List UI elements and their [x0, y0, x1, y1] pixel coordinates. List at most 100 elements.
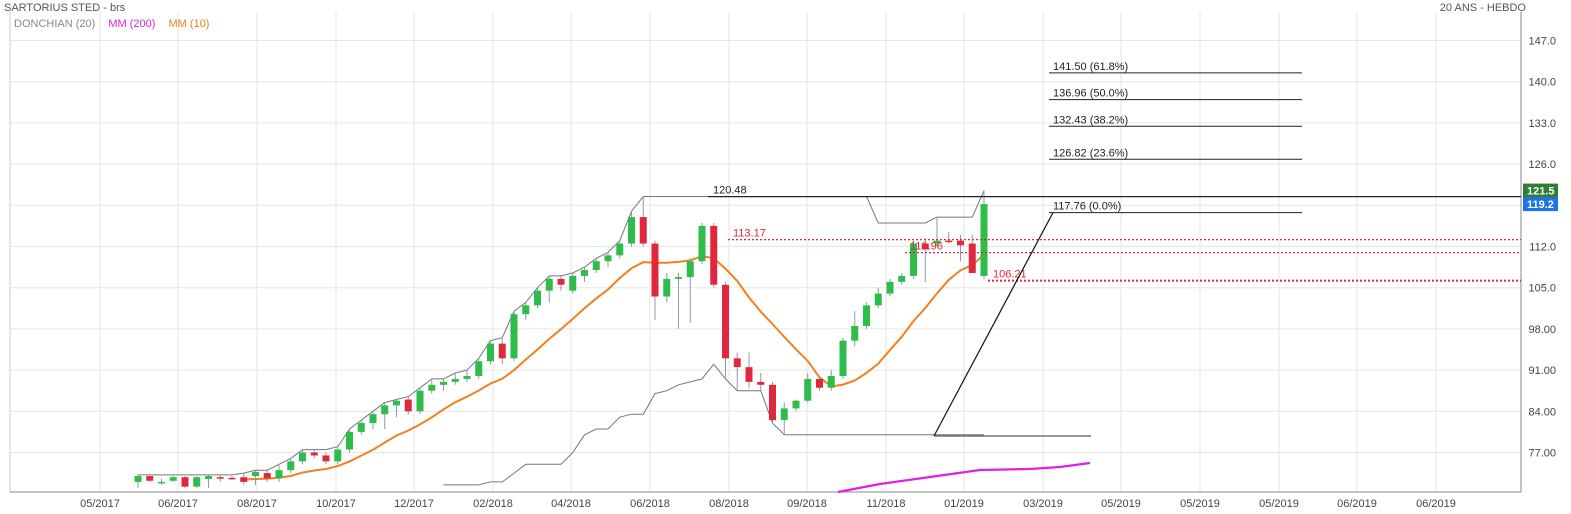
fibonacci-label: 141.50 (61.8%): [1053, 61, 1128, 73]
candle-body: [628, 217, 635, 244]
candle-body: [416, 390, 424, 412]
candle-body: [616, 243, 624, 256]
fibonacci-label: 132.43 (38.2%): [1053, 114, 1128, 126]
candle-body: [357, 423, 365, 432]
candle-body: [287, 461, 295, 471]
candle-body: [604, 255, 612, 262]
candle-body: [275, 470, 283, 479]
candle-body: [698, 225, 706, 262]
candle-body: [745, 367, 753, 382]
y-tick-label: 147.0: [1528, 36, 1556, 48]
candle-body: [451, 378, 459, 382]
candle-body: [134, 476, 142, 482]
candle-body: [898, 275, 906, 282]
mm10-line: [243, 254, 985, 481]
y-tick-label: 105.0: [1528, 283, 1556, 295]
candle-body: [440, 381, 447, 385]
x-tick-label: 05/2019: [1101, 498, 1141, 510]
x-tick-label: 05/2019: [1259, 498, 1299, 510]
candle-body: [780, 408, 788, 421]
candle-body: [663, 278, 671, 297]
candle-body: [957, 240, 964, 246]
candle-body: [381, 405, 389, 415]
chart-title: SARTORIUS STED - brs: [4, 2, 126, 14]
candle-body: [263, 473, 271, 479]
fibonacci-label: 117.76 (0.0%): [1053, 201, 1121, 213]
candle-body: [569, 275, 577, 291]
price-tag: [1523, 183, 1558, 198]
y-tick-label: 133.0: [1528, 118, 1556, 130]
candle-body: [346, 431, 353, 450]
y-tick-label: 140.0: [1528, 77, 1556, 89]
candle-body: [428, 384, 436, 391]
x-tick-label: 06/2018: [630, 498, 670, 510]
candle-body: [886, 281, 894, 294]
candle-body: [252, 471, 259, 477]
candle-body: [322, 455, 330, 462]
candle-body: [240, 477, 248, 482]
legend-mm200[interactable]: MM (200): [108, 18, 156, 30]
price-tag: [1523, 197, 1558, 212]
candle-body: [404, 399, 412, 412]
x-tick-label: 04/2018: [551, 498, 591, 510]
chart-period: 20 ANS - HEBDO: [1439, 2, 1526, 14]
candle-body: [299, 452, 306, 462]
candle-body: [933, 240, 941, 244]
x-tick-label: 11/2018: [867, 498, 906, 510]
candle-body: [205, 476, 212, 479]
candle-body: [169, 477, 177, 481]
candle-body: [310, 452, 318, 456]
x-tick-label: 05/2019: [1180, 498, 1220, 510]
price-tag-label: 121.5: [1527, 186, 1555, 198]
candle-body: [228, 477, 236, 480]
candle-body: [675, 277, 682, 279]
candle-body: [487, 343, 494, 362]
candle-body: [863, 305, 870, 326]
candle-body: [874, 293, 882, 306]
candle-body: [651, 243, 659, 297]
x-tick-label: 06/2019: [1416, 498, 1456, 510]
candle-body: [722, 284, 729, 359]
candle-body: [534, 290, 541, 306]
candle-body: [557, 278, 565, 285]
legend-donchian[interactable]: DONCHIAN (20): [14, 18, 96, 30]
candle-body: [757, 381, 765, 385]
x-tick-label: 01/2019: [944, 498, 984, 510]
x-tick-label: 05/2017: [80, 498, 120, 510]
candle-body: [510, 314, 518, 359]
candle-body: [686, 261, 694, 278]
x-tick-label: 02/2018: [473, 498, 513, 510]
level-label: 110.96: [910, 241, 943, 253]
resistance-label: 120.48: [713, 185, 747, 197]
x-tick-label: 06/2017: [158, 498, 198, 510]
y-tick-label: 84.00: [1528, 406, 1556, 418]
candle-body: [639, 217, 647, 244]
candle-body: [146, 476, 154, 481]
candle-body: [193, 477, 201, 487]
fibonacci-label: 126.82 (23.6%): [1053, 147, 1128, 159]
trend-line: [933, 212, 1054, 437]
level-label: 113.17: [733, 228, 766, 240]
candle-body: [581, 270, 588, 276]
candle-body: [816, 378, 823, 388]
candle-body: [804, 378, 812, 401]
candle-body: [522, 305, 530, 315]
y-tick-label: 98.00: [1528, 324, 1556, 336]
x-tick-label: 08/2017: [237, 498, 277, 510]
candle-body: [592, 261, 600, 271]
legend-mm10[interactable]: MM (10): [168, 18, 210, 30]
candle-body: [910, 243, 917, 276]
x-tick-label: 06/2019: [1337, 498, 1377, 510]
candle-body: [851, 325, 859, 341]
candle-body: [545, 278, 553, 291]
candle-body: [369, 414, 377, 424]
candle-body: [827, 375, 835, 388]
x-tick-label: 09/2018: [787, 498, 827, 510]
candle-body: [968, 243, 976, 273]
candle-body: [792, 400, 800, 409]
y-tick-label: 77.00: [1528, 448, 1556, 460]
candle-body: [181, 477, 189, 487]
x-tick-label: 03/2019: [1023, 498, 1063, 510]
candle-body: [334, 449, 342, 462]
